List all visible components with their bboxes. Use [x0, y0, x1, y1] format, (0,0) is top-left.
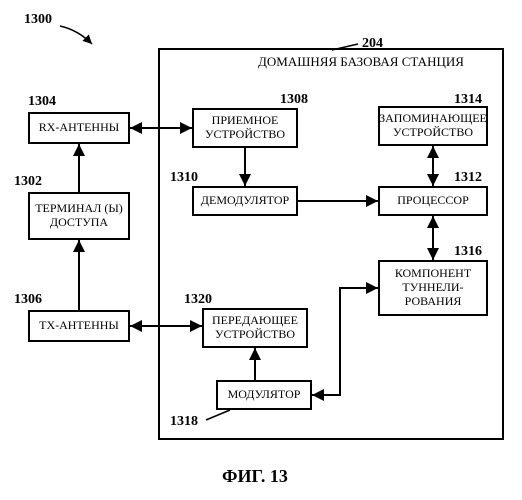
processor-ref: 1312	[454, 170, 482, 186]
demodulator-ref: 1310	[170, 170, 198, 186]
tunneling-label: КОМПОНЕНТ ТУННЕЛИ- РОВАНИЯ	[382, 267, 484, 308]
processor-box: ПРОЦЕССОР	[378, 186, 488, 216]
modulator-label: МОДУЛЯТОР	[228, 388, 301, 402]
memory-box: ЗАПОМИНАЮЩЕЕ УСТРОЙСТВО	[378, 106, 488, 146]
access-terminal-label: ТЕРМИНАЛ (Ы) ДОСТУПА	[32, 202, 126, 230]
rx-antennas-box: RX-АНТЕННЫ	[28, 112, 130, 144]
rx-antennas-label: RX-АНТЕННЫ	[39, 121, 119, 135]
transmitter-box: ПЕРЕДАЮЩЕЕ УСТРОЙСТВО	[202, 308, 308, 348]
receiver-label: ПРИЕМНОЕ УСТРОЙСТВО	[196, 114, 294, 142]
rx-antennas-ref: 1304	[28, 94, 56, 110]
transmitter-ref: 1320	[184, 292, 212, 308]
receiver-box: ПРИЕМНОЕ УСТРОЙСТВО	[192, 108, 298, 148]
tunneling-ref: 1316	[454, 244, 482, 260]
demodulator-box: ДЕМОДУЛЯТОР	[192, 186, 298, 216]
modulator-box: МОДУЛЯТОР	[216, 380, 312, 410]
tx-antennas-ref: 1306	[14, 292, 42, 308]
memory-label: ЗАПОМИНАЮЩЕЕ УСТРОЙСТВО	[379, 112, 487, 140]
receiver-ref: 1308	[280, 92, 308, 108]
container-ref: 204	[362, 36, 383, 52]
figure-ref: 1300	[24, 12, 52, 28]
processor-label: ПРОЦЕССОР	[397, 194, 469, 208]
access-terminal-ref: 1302	[14, 174, 42, 190]
modulator-ref: 1318	[170, 414, 198, 430]
tx-antennas-label: ТХ-АНТЕННЫ	[39, 319, 119, 333]
memory-ref: 1314	[454, 92, 482, 108]
diagram-canvas: 1300 204 ДОМАШНЯЯ БАЗОВАЯ СТАНЦИЯ RX-АНТ…	[0, 0, 522, 500]
tx-antennas-box: ТХ-АНТЕННЫ	[28, 310, 130, 342]
access-terminal-box: ТЕРМИНАЛ (Ы) ДОСТУПА	[28, 192, 130, 240]
demodulator-label: ДЕМОДУЛЯТОР	[201, 194, 289, 208]
transmitter-label: ПЕРЕДАЮЩЕЕ УСТРОЙСТВО	[206, 314, 304, 342]
figure-caption: ФИГ. 13	[222, 466, 288, 487]
tunneling-box: КОМПОНЕНТ ТУННЕЛИ- РОВАНИЯ	[378, 260, 488, 316]
container-title: ДОМАШНЯЯ БАЗОВАЯ СТАНЦИЯ	[258, 54, 464, 70]
